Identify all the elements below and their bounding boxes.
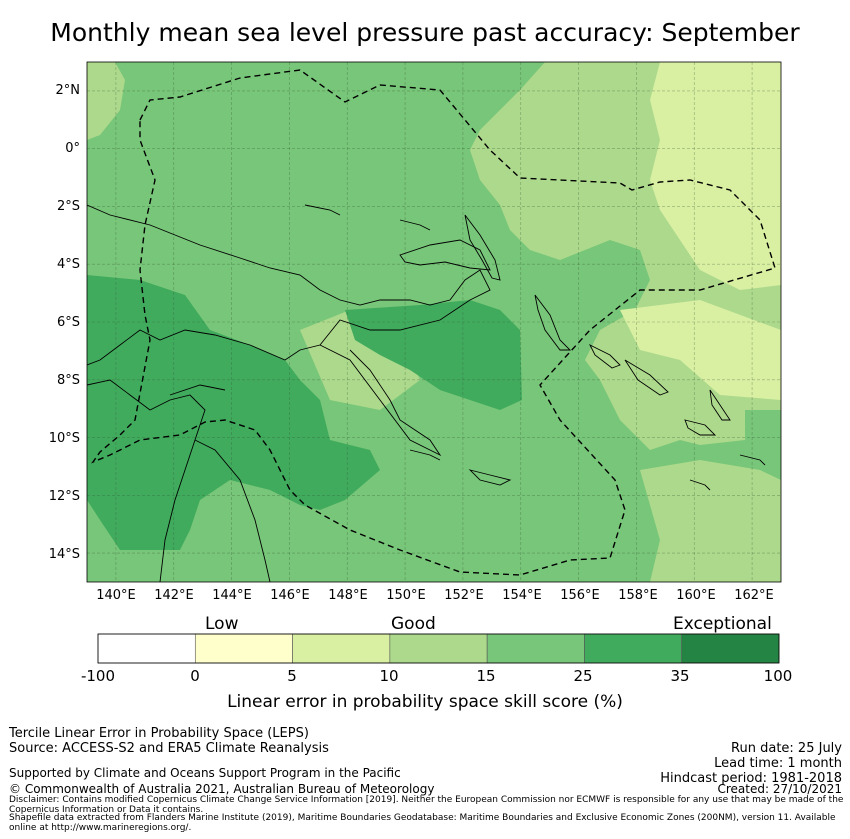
colorbar-segment [194, 633, 293, 664]
coast-australia-2 [194, 439, 271, 582]
footer-hindcast: Hindcast period: 1981-2018 [660, 771, 842, 786]
footer-created: Created: 27/10/2021 [717, 782, 842, 796]
skill-region-exceptional-west [87, 275, 380, 550]
coast-bougainville [534, 294, 572, 351]
skill-region-low-2 [620, 300, 781, 400]
lat-tick-label: 0° [65, 141, 80, 156]
map-gridlines [87, 62, 781, 582]
lat-tick-label: 8°S [56, 373, 80, 388]
skill-region-exceptional-center [345, 300, 522, 410]
lat-tick-label: 12°S [48, 489, 80, 504]
coast-islands-2 [409, 449, 441, 461]
colorbar [97, 633, 780, 664]
footer-disclaimer: Disclaimer: Contains modified Copernicus… [9, 795, 844, 815]
lat-tick-label: 4°S [56, 257, 80, 272]
colorbar-segment [97, 633, 196, 664]
coast-solomons-2 [624, 359, 669, 396]
coastlines [87, 204, 766, 582]
colorbar-label: Linear error in probability space skill … [227, 692, 623, 712]
lon-tick-label: 158°E [618, 588, 658, 603]
colorbar-tick: 25 [573, 667, 593, 685]
colorbar-segment [584, 633, 683, 664]
coast-torres [169, 384, 226, 396]
skill-region-good-southeast [640, 460, 781, 582]
colorbar-tick: 35 [670, 667, 690, 685]
coast-islands-5 [304, 204, 341, 216]
colorbar-segment [681, 633, 780, 664]
colorbar-frame [97, 633, 780, 664]
footer-copyright: © Commonwealth of Australia 2021, Austra… [9, 782, 435, 796]
map-frame [86, 61, 782, 583]
colorbar-tick: 15 [476, 667, 496, 685]
coast-solomons-4 [684, 419, 717, 436]
lon-tick-label: 162°E [734, 588, 774, 603]
lat-tick-label: 2°S [56, 199, 80, 214]
footer-source: Source: ACCESS-S2 and ERA5 Climate Reana… [9, 741, 329, 756]
coast-islands-3 [739, 454, 766, 466]
colorbar-segment [486, 633, 585, 664]
lat-tick-label: 14°S [48, 547, 80, 562]
category-exceptional: Exceptional [673, 614, 772, 634]
chart-title: Monthly mean sea level pressure past acc… [50, 18, 800, 47]
category-low: Low [205, 614, 239, 634]
lon-tick-label: 152°E [444, 588, 484, 603]
coast-islands-6 [399, 219, 431, 231]
footer-support: Supported by Climate and Oceans Support … [9, 766, 401, 780]
lat-tick-label: 10°S [48, 431, 80, 446]
skill-region-good-west [87, 62, 125, 140]
colorbar-segment [389, 633, 488, 664]
lon-tick-label: 154°E [502, 588, 542, 603]
category-good: Good [391, 614, 436, 634]
lon-tick-label: 144°E [212, 588, 252, 603]
coast-australia [87, 379, 206, 582]
coast-new-britain [399, 239, 491, 271]
colorbar-tick: 0 [190, 667, 200, 685]
coast-new-ireland [464, 214, 501, 281]
lon-tick-label: 156°E [560, 588, 600, 603]
footer-method: Tercile Linear Error in Probability Spac… [9, 726, 309, 741]
colorbar-tick: -100 [80, 667, 116, 685]
skill-region-low [650, 62, 781, 290]
coast-islands-4 [689, 479, 711, 491]
lon-tick-label: 148°E [328, 588, 368, 603]
footer-run-date: Run date: 25 July [731, 741, 842, 756]
coast-solomons-3 [709, 389, 731, 421]
lat-tick-label: 2°N [55, 83, 81, 98]
coast-solomons-1 [588, 343, 621, 369]
colorbar-segment [292, 633, 391, 664]
lon-tick-label: 160°E [676, 588, 716, 603]
colorbar-tick: 5 [287, 667, 297, 685]
lon-tick-label: 140°E [96, 588, 136, 603]
footer-shapefile: Shapefile data extracted from Flanders M… [9, 813, 836, 833]
colorbar-tick: 10 [379, 667, 399, 685]
coast-islands-1 [468, 469, 512, 486]
lon-tick-label: 150°E [386, 588, 426, 603]
eez-boundary [91, 69, 776, 576]
colorbar-tick: 100 [763, 667, 793, 685]
coast-new-guinea [87, 204, 491, 366]
footer-lead-time: Lead time: 1 month [714, 756, 842, 771]
lat-tick-label: 6°S [56, 315, 80, 330]
coast-new-guinea-east [319, 344, 442, 457]
lon-tick-label: 146°E [270, 588, 310, 603]
lon-tick-label: 142°E [154, 588, 194, 603]
